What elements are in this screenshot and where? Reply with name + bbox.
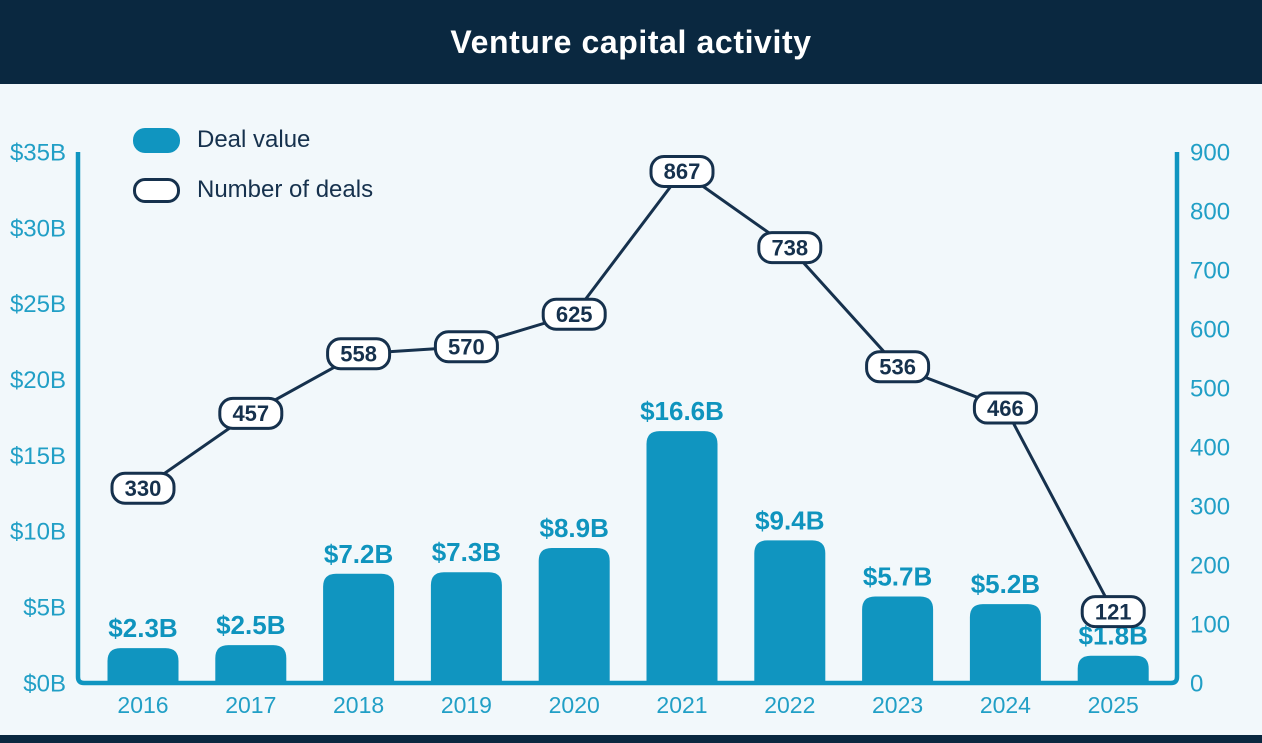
- right-axis-tick-4: 400: [1190, 434, 1230, 461]
- bar-value-label-2023: $5.7B: [863, 562, 932, 592]
- deal-value-swatch-icon: [133, 127, 180, 153]
- left-axis-tick-2: $10B: [10, 519, 66, 546]
- bar-2020: [538, 547, 610, 683]
- legend-item-deal-value: Deal value: [133, 126, 373, 154]
- bar-value-label-2024: $5.2B: [971, 569, 1040, 599]
- deal-count-badge-2019: [433, 330, 499, 364]
- deal-count-label-2023: 536: [879, 354, 916, 379]
- right-axis-tick-6: 600: [1190, 316, 1230, 343]
- deal-count-label-2025: 121: [1095, 599, 1132, 624]
- right-axis-tick-5: 500: [1190, 375, 1230, 402]
- right-axis-tick-9: 900: [1190, 139, 1230, 166]
- page-title: Venture capital activity: [450, 23, 812, 60]
- deal-count-label-2016: 330: [125, 476, 162, 501]
- bar-value-label-2017: $2.5B: [216, 610, 285, 640]
- bar-2025: [1077, 655, 1149, 683]
- x-tick-2017: 2017: [225, 692, 276, 718]
- header-bar: Venture capital activity: [0, 0, 1262, 84]
- x-tick-2021: 2021: [656, 692, 707, 718]
- bar-2021: [646, 431, 718, 683]
- x-tick-2022: 2022: [764, 692, 815, 718]
- deal-count-badge-2023: [865, 350, 931, 384]
- right-axis-tick-0: 0: [1190, 670, 1203, 697]
- legend-label-number-of-deals: Number of deals: [197, 176, 374, 203]
- x-tick-2019: 2019: [441, 692, 492, 718]
- left-axis-tick-0: $0B: [23, 670, 66, 697]
- legend-item-number-of-deals: Number of deals: [133, 176, 373, 204]
- deal-count-badge-2017: [218, 396, 284, 430]
- legend: Deal value Number of deals: [133, 126, 373, 226]
- deal-count-label-2019: 570: [448, 334, 485, 359]
- left-axis-tick-1: $5B: [23, 595, 66, 622]
- left-axis-tick-7: $35B: [10, 139, 66, 166]
- bar-value-label-2022: $9.4B: [755, 505, 824, 535]
- axis-frame: [75, 152, 1180, 686]
- right-axis-tick-8: 800: [1190, 198, 1230, 225]
- bar-value-label-2018: $7.2B: [324, 539, 393, 569]
- deal-count-label-2021: 867: [664, 159, 701, 184]
- bar-value-label-2020: $8.9B: [540, 513, 609, 543]
- x-tick-2025: 2025: [1088, 692, 1139, 718]
- deal-count-badge-2018: [326, 337, 392, 371]
- x-tick-2016: 2016: [117, 692, 168, 718]
- bar-2016: [107, 648, 179, 683]
- x-tick-2018: 2018: [333, 692, 384, 718]
- bottom-strip: [0, 735, 1262, 743]
- deal-count-badge-2022: [757, 231, 823, 265]
- number-of-deals-swatch-icon: [133, 177, 180, 203]
- bar-value-label-2021: $16.6B: [640, 396, 724, 426]
- right-axis-tick-3: 300: [1190, 493, 1230, 520]
- bar-2019: [430, 572, 502, 683]
- left-axis-tick-4: $20B: [10, 367, 66, 394]
- right-axis-tick-1: 100: [1190, 611, 1230, 638]
- right-axis-tick-2: 200: [1190, 552, 1230, 579]
- deal-count-label-2018: 558: [340, 341, 377, 366]
- deal-count-badge-2024: [972, 391, 1038, 425]
- left-axis-tick-3: $15B: [10, 443, 66, 470]
- number-of-deals-line: [142, 169, 1115, 613]
- deal-count-badge-2025: [1080, 595, 1146, 629]
- x-tick-2020: 2020: [549, 692, 600, 718]
- bar-2022: [754, 540, 826, 683]
- bar-value-label-2019: $7.3B: [432, 537, 501, 567]
- deal-count-label-2024: 466: [987, 396, 1024, 421]
- deal-count-label-2020: 625: [556, 302, 593, 327]
- x-tick-2024: 2024: [980, 692, 1031, 718]
- bar-2024: [969, 604, 1041, 683]
- deal-count-badge-2021: [649, 154, 715, 188]
- legend-label-deal-value: Deal value: [197, 126, 311, 153]
- bar-value-label-2016: $2.3B: [108, 613, 177, 643]
- right-axis-tick-7: 700: [1190, 257, 1230, 284]
- x-tick-2023: 2023: [872, 692, 923, 718]
- deal-count-label-2022: 738: [771, 235, 808, 260]
- bar-2023: [862, 596, 934, 683]
- bar-2017: [215, 645, 287, 683]
- deal-count-label-2017: 457: [232, 401, 269, 426]
- bar-2018: [323, 573, 395, 683]
- deal-count-badge-2020: [541, 297, 607, 331]
- deal-count-badge-2016: [110, 471, 176, 505]
- left-axis-tick-5: $25B: [10, 291, 66, 318]
- left-axis-tick-6: $30B: [10, 215, 66, 242]
